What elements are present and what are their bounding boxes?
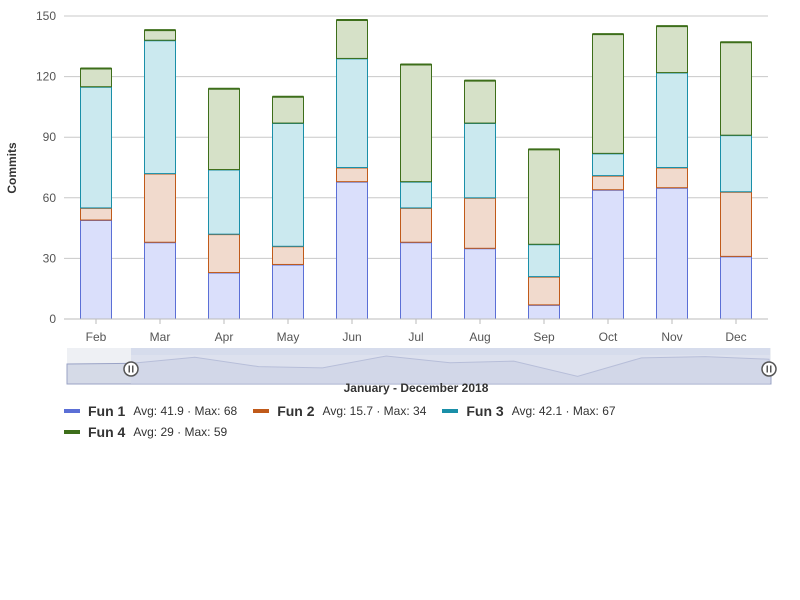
bar-segment-fun-1[interactable] — [720, 255, 752, 320]
bar-segment-fun-2[interactable] — [464, 197, 496, 249]
bar-segment-fun-3[interactable] — [528, 243, 560, 278]
x-tick-label: Oct — [599, 330, 618, 344]
x-tick-label: Apr — [215, 330, 234, 344]
legend-name: Fun 4 — [88, 423, 126, 440]
bar-segment-fun-1[interactable] — [336, 181, 368, 320]
bar-segment-fun-3[interactable] — [720, 134, 752, 193]
legend-item-fun-4[interactable]: Fun 4 Avg: 29 · Max: 59 — [64, 424, 227, 440]
bar-segment-fun-4[interactable] — [400, 63, 432, 183]
bar-segment-fun-3[interactable] — [336, 57, 368, 168]
bar-segment-fun-3[interactable] — [656, 72, 688, 168]
bar-segment-fun-4[interactable] — [336, 19, 368, 59]
legend-item-fun-2[interactable]: Fun 2 Avg: 15.7 · Max: 34 — [253, 403, 426, 419]
legend-item-fun-1[interactable]: Fun 1 Avg: 41.9 · Max: 68 — [64, 403, 237, 419]
bar-segment-fun-1[interactable] — [592, 189, 624, 320]
x-tick-label: Sep — [533, 330, 555, 344]
legend-stats: Avg: 29 · Max: 59 — [133, 424, 228, 439]
bar-segment-fun-4[interactable] — [464, 80, 496, 124]
x-tick-labels: Feb Mar Apr May Jun Jul Aug Sep Oct Nov Dec — [86, 319, 747, 344]
bar-segment-fun-4[interactable] — [144, 29, 176, 41]
bar-segment-fun-2[interactable] — [656, 167, 688, 189]
navigator-range-label: January - December 2018 — [344, 381, 489, 395]
x-tick-label: Aug — [469, 330, 490, 344]
bar-segment-fun-3[interactable] — [464, 122, 496, 199]
y-tick-label: 90 — [43, 130, 57, 144]
bar-segment-fun-1[interactable] — [208, 272, 240, 320]
bar-segment-fun-2[interactable] — [528, 276, 560, 306]
legend: Fun 1 Avg: 41.9 · Max: 68 Fun 2 Avg: 15.… — [64, 400, 704, 442]
x-tick-label: May — [277, 330, 300, 344]
bar-segment-fun-1[interactable] — [656, 187, 688, 320]
bar-segment-fun-4[interactable] — [272, 96, 304, 124]
bar-segment-fun-1[interactable] — [464, 247, 496, 320]
y-axis-label: Commits — [5, 142, 19, 194]
x-tick-label: Jul — [408, 330, 423, 344]
y-tick-label: 30 — [43, 251, 57, 265]
bar-segment-fun-4[interactable] — [720, 41, 752, 136]
bar-segment-fun-3[interactable] — [80, 86, 112, 209]
bar-segment-fun-2[interactable] — [272, 245, 304, 265]
stacked-bar-chart: 0 30 60 90 120 150 Commits Feb Mar Apr May Jun Jul… — [5, 9, 777, 395]
bar-segment-fun-1[interactable] — [80, 219, 112, 320]
y-tick-labels: 0 30 60 90 120 150 — [36, 9, 56, 326]
bar-segment-fun-4[interactable] — [656, 25, 688, 74]
legend-name: Fun 1 — [88, 402, 126, 419]
navigator-left-handle[interactable] — [123, 361, 139, 377]
y-tick-label: 60 — [43, 191, 57, 205]
legend-swatch-fun-2 — [253, 408, 270, 413]
legend-row: Fun 4 Avg: 29 · Max: 59 — [64, 421, 704, 442]
bar-segment-fun-3[interactable] — [144, 39, 176, 175]
legend-stats: Avg: 41.9 · Max: 68 — [133, 403, 238, 418]
bar-segment-fun-2[interactable] — [144, 173, 176, 243]
bar-segment-fun-4[interactable] — [592, 33, 624, 154]
legend-stats: Avg: 15.7 · Max: 34 — [322, 403, 427, 418]
bar-segment-fun-3[interactable] — [592, 152, 624, 177]
legend-swatch-fun-3 — [442, 408, 459, 413]
navigator-top-bar[interactable] — [131, 348, 770, 355]
bar-segment-fun-2[interactable] — [80, 207, 112, 221]
bar-segment-fun-1[interactable] — [272, 263, 304, 320]
bar-segment-fun-4[interactable] — [80, 68, 112, 88]
bar-segment-fun-4[interactable] — [528, 148, 560, 245]
bars — [80, 19, 752, 320]
x-tick-label: Dec — [725, 330, 746, 344]
y-tick-label: 150 — [36, 9, 56, 23]
bar-segment-fun-2[interactable] — [208, 233, 240, 274]
bar-segment-fun-2[interactable] — [400, 207, 432, 243]
x-tick-label: Nov — [661, 330, 682, 344]
legend-name: Fun 2 — [277, 402, 315, 419]
legend-row: Fun 1 Avg: 41.9 · Max: 68 Fun 2 Avg: 15.… — [64, 400, 704, 421]
bar-segment-fun-1[interactable] — [144, 241, 176, 320]
bar-segment-fun-3[interactable] — [272, 122, 304, 247]
x-tick-label: Feb — [86, 330, 107, 344]
legend-swatch-fun-4 — [64, 429, 80, 434]
legend-swatch-fun-1 — [64, 408, 80, 413]
x-tick-label: Jun — [342, 330, 361, 344]
bar-segment-fun-2[interactable] — [592, 175, 624, 191]
bar-segment-fun-4[interactable] — [208, 88, 240, 171]
navigator-right-handle[interactable] — [761, 361, 777, 377]
legend-stats: Avg: 42.1 · Max: 67 — [511, 403, 616, 418]
legend-name: Fun 3 — [466, 402, 504, 419]
bar-segment-fun-3[interactable] — [208, 169, 240, 235]
y-tick-label: 0 — [49, 312, 56, 326]
bar-segment-fun-3[interactable] — [400, 181, 432, 209]
bar-segment-fun-2[interactable] — [720, 191, 752, 257]
x-tick-label: Mar — [150, 330, 171, 344]
legend-item-fun-3[interactable]: Fun 3 Avg: 42.1 · Max: 67 — [442, 402, 616, 419]
range-navigator[interactable]: January - December 2018 — [66, 348, 777, 395]
bar-segment-fun-1[interactable] — [400, 241, 432, 320]
bar-segment-fun-1[interactable] — [528, 304, 560, 320]
y-tick-label: 120 — [36, 70, 56, 84]
bar-segment-fun-2[interactable] — [336, 167, 368, 183]
